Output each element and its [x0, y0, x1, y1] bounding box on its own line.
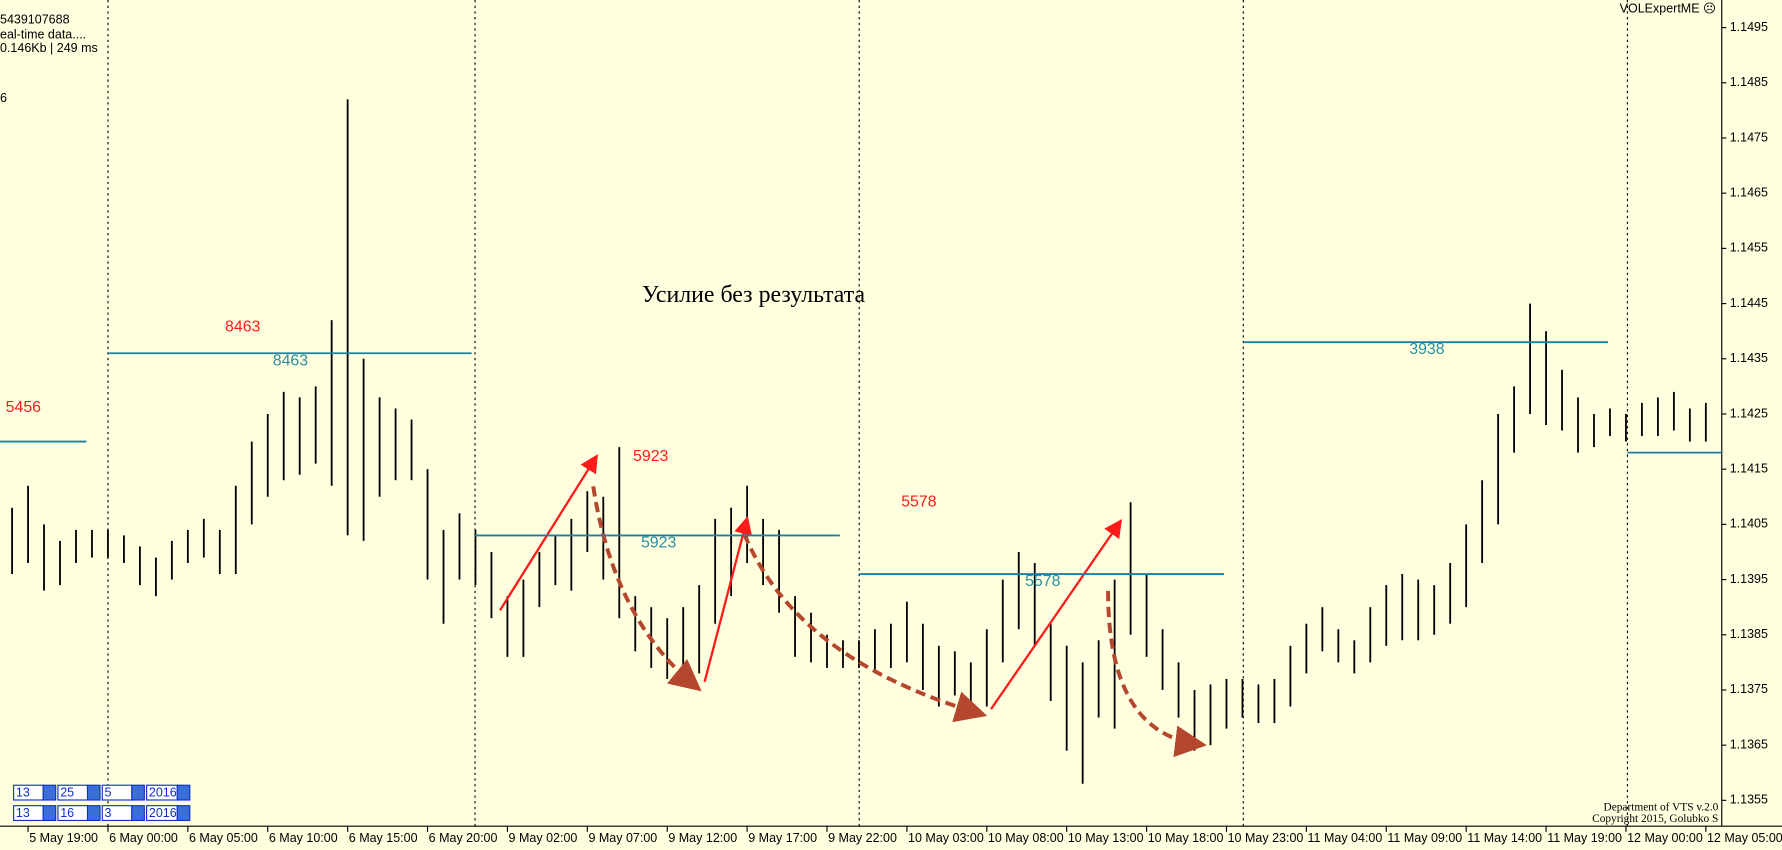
- x-tick-label: 10 May 13:00: [1068, 831, 1144, 845]
- x-tick-label: 9 May 07:00: [588, 831, 657, 845]
- bars: [11, 99, 1707, 784]
- x-tick-label: 6 May 15:00: [349, 831, 418, 845]
- account: 5439107688: [0, 13, 70, 27]
- x-tick-label: 6 May 20:00: [429, 831, 498, 845]
- y-tick-label: 1.1465: [1730, 185, 1768, 199]
- y-tick-label: 1.1495: [1730, 20, 1768, 34]
- y-tick-label: 1.1485: [1730, 75, 1768, 89]
- x-tick-label: 11 May 04:00: [1308, 831, 1383, 845]
- y-tick-label: 1.1475: [1730, 130, 1768, 144]
- x-tick-label: 11 May 14:00: [1467, 831, 1542, 845]
- x-tick-label: 6 May 10:00: [269, 831, 338, 845]
- indicator-name: VOLExpertME ☹: [1620, 1, 1716, 15]
- x-tick-label: 9 May 02:00: [509, 831, 578, 845]
- y-tick-label: 1.1355: [1730, 793, 1768, 807]
- volume-label: 5923: [641, 534, 677, 551]
- date-spinner[interactable]: [131, 805, 145, 822]
- other: 6: [0, 91, 7, 105]
- volume-label: 3938: [1409, 341, 1445, 358]
- y-tick-label: 1.1415: [1730, 461, 1768, 475]
- x-tick-label: 6 May 00:00: [109, 831, 178, 845]
- x-tick-label: 10 May 18:00: [1148, 831, 1224, 845]
- status: eal-time data....: [0, 28, 86, 42]
- annotation: Усилие без результата: [642, 282, 866, 308]
- y-tick-label: 1.1385: [1730, 627, 1768, 641]
- y-tick-label: 1.1375: [1730, 682, 1768, 696]
- date-value: 2016: [149, 785, 177, 799]
- x-tick-label: 10 May 08:00: [988, 831, 1064, 845]
- date-spinner[interactable]: [42, 805, 57, 822]
- x-tick-label: 9 May 17:00: [748, 831, 817, 845]
- y-tick-label: 1.1425: [1730, 406, 1768, 420]
- x-tick-label: 5 May 19:00: [29, 831, 98, 845]
- volume-label: 5578: [901, 493, 937, 510]
- date-spinner[interactable]: [176, 805, 191, 822]
- volume-label: 8463: [225, 318, 261, 335]
- date-value: 5: [105, 785, 112, 799]
- date-spinner[interactable]: [176, 784, 191, 801]
- volume-label: 5923: [633, 448, 669, 465]
- date-value: 13: [16, 806, 30, 820]
- volume-label: 5578: [1025, 573, 1061, 590]
- date-spinner[interactable]: [131, 784, 145, 801]
- y-tick-label: 1.1405: [1730, 517, 1768, 531]
- volume-label: 5456: [6, 399, 42, 416]
- volume-label: 8463: [273, 353, 309, 370]
- x-tick-label: 12 May 00:00: [1627, 831, 1703, 845]
- date-value: 13: [16, 785, 30, 799]
- copyright: Copyright 2015, Golubko S: [1592, 813, 1718, 825]
- x-tick-label: 10 May 23:00: [1228, 831, 1304, 845]
- x-tick-label: 9 May 22:00: [828, 831, 897, 845]
- date-spinner[interactable]: [42, 784, 57, 801]
- date-value: 2016: [149, 806, 177, 820]
- y-tick-label: 1.1435: [1730, 351, 1768, 365]
- x-tick-label: 12 May 05:00: [1707, 831, 1782, 845]
- x-tick-label: 6 May 05:00: [189, 831, 258, 845]
- date-spinner[interactable]: [86, 805, 101, 822]
- date-value: 25: [60, 785, 74, 799]
- x-tick-label: 10 May 03:00: [908, 831, 984, 845]
- traffic: 0.146Kb | 249 ms: [0, 41, 98, 55]
- date-value: 16: [60, 806, 74, 820]
- y-tick-label: 1.1395: [1730, 572, 1768, 586]
- date-value: 3: [105, 806, 112, 820]
- y-tick-label: 1.1445: [1730, 296, 1768, 310]
- x-tick-label: 11 May 09:00: [1387, 831, 1462, 845]
- date-panel: 13 25 5 2016 13 16 3 2016: [13, 784, 191, 822]
- department: Department of VTS v.2.0: [1604, 802, 1719, 814]
- date-spinner[interactable]: [86, 784, 101, 801]
- y-tick-label: 1.1455: [1730, 241, 1768, 255]
- arrows: [499, 454, 1207, 758]
- y-tick-label: 1.1365: [1730, 737, 1768, 751]
- x-tick-label: 11 May 19:00: [1547, 831, 1622, 845]
- x-tick-label: 9 May 12:00: [668, 831, 737, 845]
